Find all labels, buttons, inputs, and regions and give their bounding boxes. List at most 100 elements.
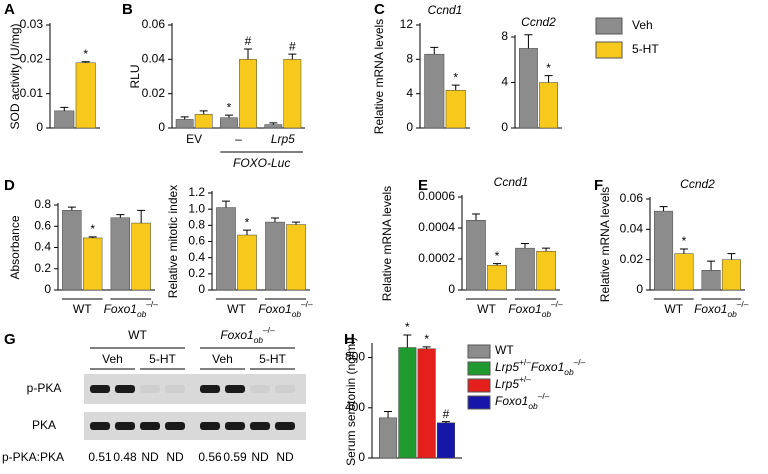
y-tick-label: 0 — [448, 282, 455, 296]
y-tick-label: 0.0002 — [418, 251, 455, 265]
bar — [515, 247, 535, 291]
y-tick-label: 0.04 — [142, 52, 166, 66]
y-axis-label: Serum serotonin (ng/ml) — [344, 337, 358, 466]
bar — [239, 59, 257, 129]
text-part: Foxo1 — [694, 302, 727, 316]
bar — [519, 48, 538, 129]
y-tick-label: 0 — [501, 120, 508, 134]
text-part: ob — [528, 401, 538, 411]
text-part: Ccnd2 — [521, 15, 556, 29]
bar — [539, 82, 558, 129]
blot-band — [200, 422, 220, 430]
error-bar — [544, 75, 553, 83]
text-part: Foxo1 — [258, 302, 291, 316]
text-part: +/– — [519, 357, 531, 367]
panel-letter: H — [344, 331, 355, 348]
y-tick-label: 0 — [406, 120, 413, 134]
bar — [701, 270, 721, 291]
bar — [424, 53, 445, 129]
text-part: Foxo1 — [531, 360, 564, 374]
error-bar — [221, 200, 230, 208]
y-tick-label: 0 — [358, 450, 365, 464]
error-bar — [384, 411, 393, 418]
row-label: p-PKA — [27, 381, 62, 395]
bar — [62, 210, 82, 291]
text-part: Ccnd2 — [680, 177, 715, 191]
error-bar — [441, 421, 450, 423]
chart-title: Ccnd1 — [494, 175, 529, 189]
y-tick-label: 4 — [406, 86, 413, 100]
error-bar — [269, 122, 278, 125]
ratio-value: ND — [251, 450, 269, 464]
x-tick-label: Foxo1ob–/– — [258, 299, 313, 319]
bar — [398, 347, 417, 459]
chart-title: Ccnd1 — [428, 3, 463, 17]
chart-title: Ccnd2 — [680, 177, 715, 191]
blot-band — [250, 422, 270, 430]
y-tick-label: 1.0 — [188, 201, 205, 215]
bar — [265, 221, 285, 291]
bar — [536, 251, 556, 291]
text-part: ob — [564, 367, 574, 377]
panel-letter: B — [122, 1, 133, 18]
y-tick-label: 0.04 — [620, 222, 644, 236]
x-tick-label: EV — [186, 132, 202, 146]
panel-letter: A — [4, 1, 15, 18]
legend-label: Foxo1ob–/– — [495, 391, 550, 411]
error-bar — [292, 221, 301, 225]
significance-mark: * — [83, 47, 88, 61]
y-tick-label: 0.02 — [620, 252, 644, 266]
y-tick-label: 0 — [36, 120, 43, 134]
error-bar — [243, 229, 252, 236]
x-tick-label: WT — [73, 302, 92, 316]
error-bar — [180, 116, 189, 120]
error-bar — [270, 217, 279, 223]
y-axis-label: Relative mRNA levels — [372, 19, 386, 134]
error-bar — [471, 213, 480, 221]
text-part: –/– — [737, 299, 749, 309]
error-bar — [493, 263, 502, 266]
y-axis-label: SOD activity (U/mg) — [8, 23, 22, 129]
error-bar — [403, 334, 412, 348]
bar — [286, 224, 306, 291]
error-bar — [451, 84, 460, 91]
blot-band — [165, 422, 185, 430]
y-tick-label: 800 — [345, 350, 365, 364]
error-bar — [81, 61, 90, 63]
text-part: +/– — [519, 374, 531, 384]
blot-band — [140, 385, 160, 393]
text-part: Ccnd1 — [494, 175, 529, 189]
y-tick-label: 1.2 — [188, 185, 205, 199]
y-tick-label: 0.0006 — [418, 189, 455, 203]
legend-swatch — [595, 41, 623, 59]
bar — [82, 237, 103, 291]
legend-swatch — [467, 378, 491, 393]
x-tick-label: WT — [227, 302, 246, 316]
treatment-label: Veh — [102, 352, 123, 366]
y-tick-label: 0.4 — [34, 240, 51, 254]
legend-label: Lrp5+/– — [495, 374, 531, 391]
error-bar — [244, 48, 253, 60]
bar — [487, 264, 507, 291]
bar — [54, 110, 75, 129]
blot-band — [275, 385, 295, 393]
significance-mark: * — [245, 215, 250, 229]
treatment-label: 5-HT — [149, 352, 176, 366]
text-part: FOXO-Luc — [233, 156, 290, 170]
legend-swatch — [595, 17, 623, 35]
error-bar — [542, 247, 551, 252]
blot-band — [200, 385, 220, 393]
text-part: –/– — [301, 299, 313, 309]
y-tick-label: 0.02 — [20, 52, 44, 66]
x-tick-label: Foxo1ob–/– — [694, 299, 749, 319]
error-bar — [199, 110, 208, 115]
ratio-value: ND — [276, 450, 294, 464]
x-tick-label: Lrp5 — [271, 132, 295, 146]
text-part: –/– — [551, 299, 563, 309]
significance-mark: * — [495, 249, 500, 263]
text-part: Foxo1 — [104, 302, 137, 316]
significance-mark: * — [682, 234, 687, 248]
x-tick-label: – — [235, 132, 242, 146]
